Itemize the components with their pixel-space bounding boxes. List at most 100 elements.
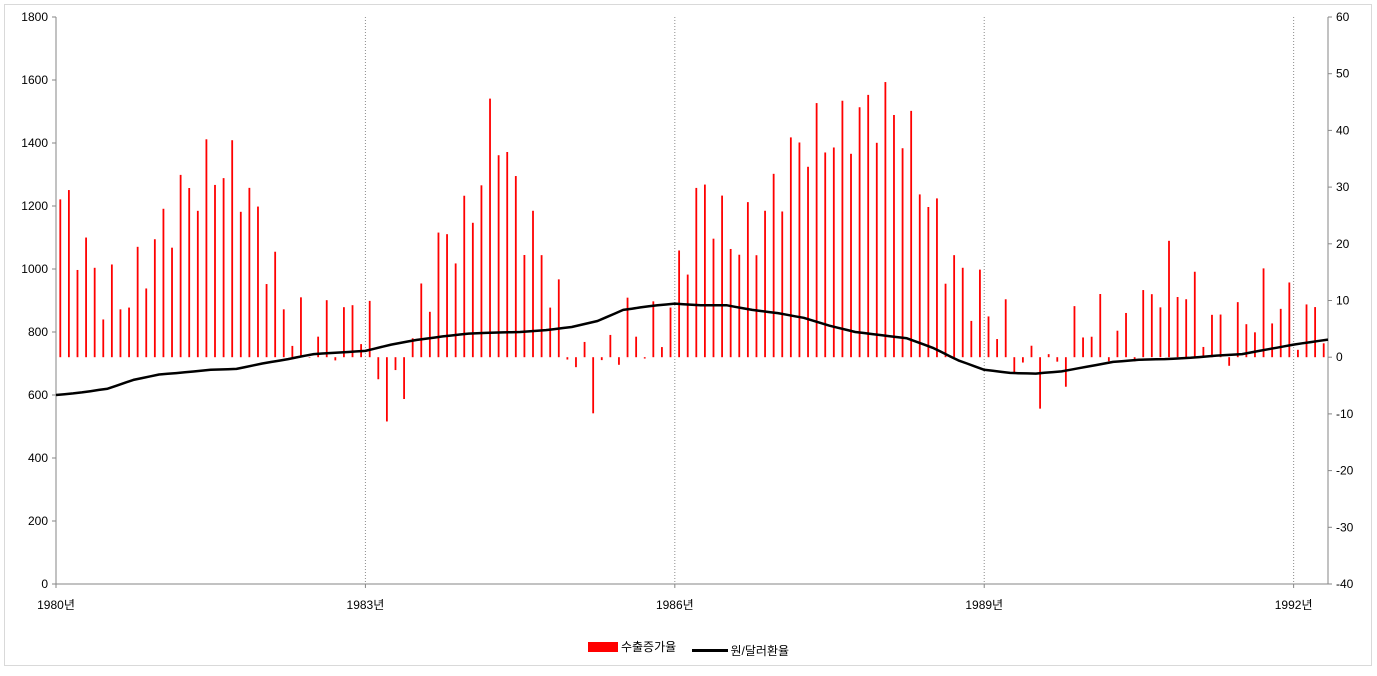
export-growth-bar	[755, 255, 758, 358]
x-tick-label: 1992년	[1275, 598, 1313, 612]
export-growth-bar	[772, 173, 775, 358]
export-growth-bar	[136, 246, 139, 358]
export-growth-bar	[1279, 308, 1282, 358]
export-growth-bar	[1116, 330, 1119, 358]
export-growth-bar	[1305, 304, 1308, 358]
x-tick-label: 1983년	[347, 598, 385, 612]
export-growth-bar	[446, 234, 448, 358]
export-growth-bar	[437, 232, 440, 358]
export-growth-bar	[480, 185, 483, 358]
export-growth-bar	[781, 211, 784, 358]
export-growth-bar	[618, 357, 620, 365]
export-growth-bar	[832, 147, 835, 358]
export-growth-bar	[188, 188, 191, 358]
export-growth-bar	[1168, 240, 1170, 358]
right-tick-label: 40	[1336, 123, 1350, 137]
right-tick-label: 10	[1336, 294, 1350, 308]
export-growth-bar	[901, 148, 904, 358]
legend-item-line: 원/달러환율	[691, 642, 790, 659]
export-growth-bar	[1073, 306, 1076, 358]
export-growth-bar	[686, 274, 689, 358]
export-growth-bar	[385, 357, 388, 422]
export-growth-bar	[979, 269, 981, 358]
export-growth-bar	[231, 140, 234, 358]
export-growth-bar	[377, 357, 380, 380]
export-growth-bar	[927, 206, 930, 358]
export-growth-bar	[343, 307, 345, 358]
export-growth-bar	[1056, 357, 1059, 362]
export-growth-bar	[540, 255, 543, 358]
export-growth-bar	[996, 339, 999, 358]
export-growth-bar	[712, 238, 715, 358]
export-growth-bar	[944, 283, 947, 358]
export-growth-bar	[566, 357, 569, 360]
export-growth-bar	[282, 309, 285, 358]
export-growth-bar	[643, 357, 646, 359]
right-tick-label: 50	[1336, 67, 1350, 81]
export-growth-bar	[918, 194, 921, 358]
export-growth-bar	[961, 267, 964, 358]
export-growth-bar	[274, 251, 277, 358]
export-growth-bar	[317, 336, 320, 358]
export-growth-bar	[179, 174, 182, 358]
export-growth-bar	[420, 283, 423, 358]
export-growth-bar	[471, 222, 474, 358]
right-tick-label: -10	[1336, 407, 1354, 421]
export-growth-bar	[1314, 307, 1317, 358]
export-growth-bar	[1021, 357, 1024, 363]
export-growth-bar	[368, 300, 371, 358]
export-growth-bar	[1219, 314, 1222, 358]
export-growth-bar	[257, 206, 259, 358]
export-growth-bar	[626, 297, 629, 358]
export-growth-bar	[110, 264, 113, 358]
export-growth-bar	[497, 155, 500, 358]
left-tick-label: 1400	[21, 136, 48, 150]
export-growth-bar	[867, 94, 870, 358]
export-growth-bar	[1004, 299, 1007, 358]
left-tick-label: 200	[28, 514, 48, 528]
export-growth-bar	[987, 316, 990, 358]
legend-label-line: 원/달러환율	[730, 643, 790, 658]
export-growth-bar	[695, 187, 698, 358]
left-tick-label: 1200	[21, 199, 48, 213]
export-growth-bar	[592, 357, 595, 414]
export-growth-bar	[59, 199, 62, 358]
legend-swatch-line	[691, 648, 728, 652]
export-growth-bar	[1254, 332, 1256, 358]
left-tick-label: 800	[28, 325, 48, 339]
export-growth-bar	[1099, 294, 1102, 358]
right-tick-label: 60	[1336, 10, 1350, 24]
export-growth-bar	[746, 202, 749, 358]
export-growth-bar	[1211, 314, 1213, 358]
export-growth-bar	[575, 357, 577, 368]
export-growth-bar	[506, 151, 509, 358]
export-growth-bar	[403, 357, 405, 400]
export-growth-bar	[1030, 345, 1033, 358]
export-growth-bar	[858, 107, 861, 358]
export-growth-bar	[1202, 346, 1205, 358]
export-growth-bar	[145, 288, 148, 358]
export-growth-bar	[875, 142, 878, 358]
export-growth-bar	[1090, 336, 1093, 358]
export-growth-bar	[1322, 343, 1325, 358]
chart-frame	[4, 4, 1372, 666]
x-tick-label: 1989년	[965, 598, 1003, 612]
export-growth-bar	[1228, 357, 1231, 366]
export-growth-bar	[729, 248, 732, 358]
export-growth-bar	[1013, 357, 1016, 374]
export-growth-bar	[936, 198, 938, 358]
left-tick-label: 1600	[21, 73, 48, 87]
export-growth-bar	[583, 341, 586, 358]
export-growth-bar	[308, 357, 311, 358]
export-growth-bar	[222, 178, 225, 358]
export-growth-bar	[248, 187, 251, 358]
legend-swatch-bar	[587, 641, 618, 652]
export-growth-bar	[661, 347, 663, 358]
export-growth-bar	[953, 255, 956, 358]
export-growth-bar	[239, 211, 242, 358]
export-growth-bar	[1288, 282, 1291, 358]
export-growth-bar	[703, 184, 706, 358]
export-growth-bar	[454, 263, 457, 358]
